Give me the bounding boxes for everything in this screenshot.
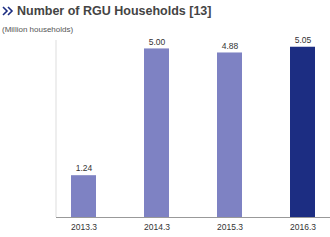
svg-text:2013.3: 2013.3 (71, 222, 97, 232)
html-text:(Million households): (Million households) (2, 25, 74, 34)
svg-text:2014.3: 2014.3 (144, 222, 170, 232)
svg-text:2015.3: 2015.3 (217, 222, 243, 232)
svg-text:5.05: 5.05 (295, 35, 312, 45)
svg-text:4.88: 4.88 (222, 41, 239, 51)
svg-text:1.24: 1.24 (76, 163, 93, 173)
svg-text:5.00: 5.00 (149, 37, 166, 47)
html-text:Number of RGU Households [13]: Number of RGU Households [13] (17, 4, 212, 18)
svg-text:2016.3: 2016.3 (290, 222, 316, 232)
